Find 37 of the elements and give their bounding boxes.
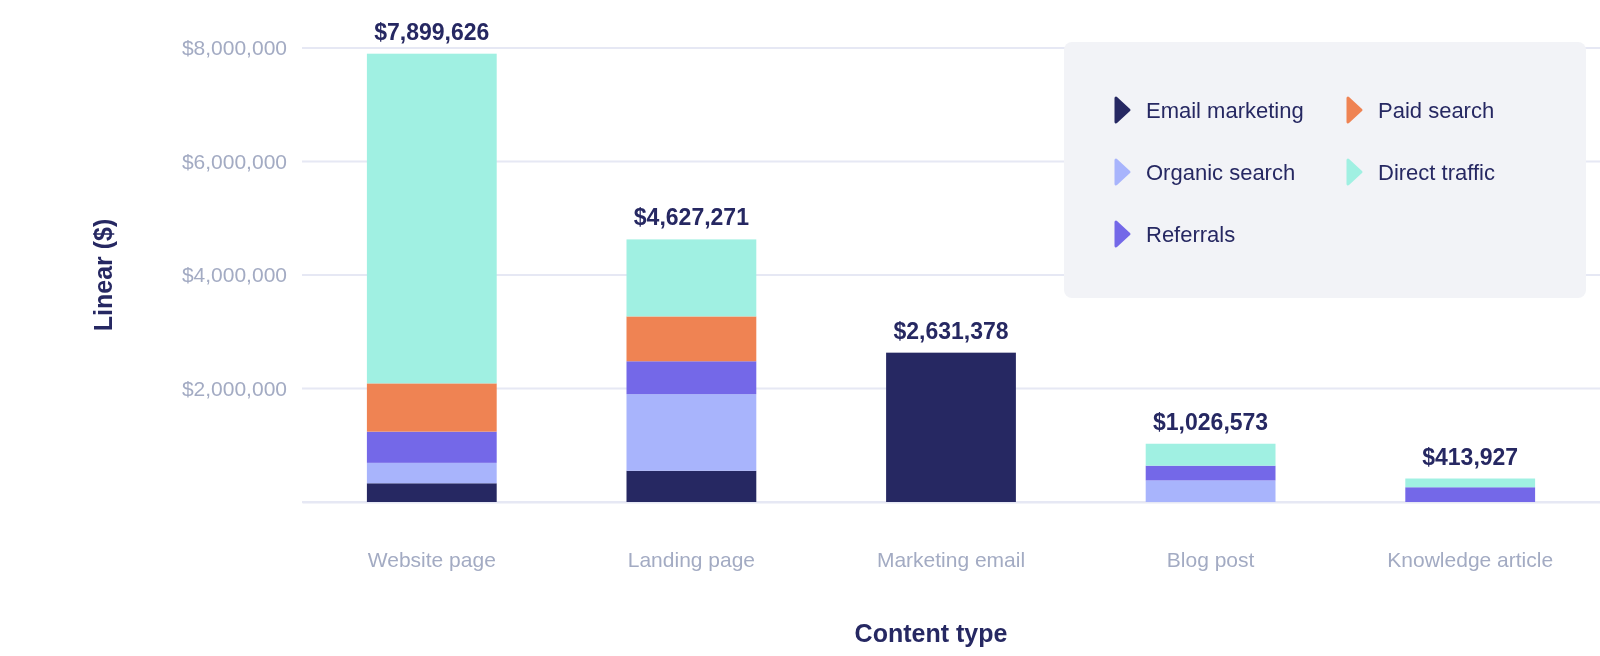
bar [366,483,497,502]
bar [626,239,757,317]
bar [626,470,757,502]
bar [1405,487,1536,502]
x-tick-label: Knowledge article [1387,547,1554,571]
total-label: $2,631,378 [893,317,1009,344]
legend-label: Referrals [1146,222,1236,247]
bar [366,431,497,463]
bar [626,316,757,362]
bar [1145,443,1276,466]
bar [366,462,497,484]
bar [1405,478,1536,488]
legend-label: Direct traffic [1378,160,1495,185]
total-label: $4,627,271 [633,204,750,231]
bar [366,383,497,432]
y-tick-label: $6,000,000 [181,149,287,173]
legend-label: Email marketing [1146,98,1304,123]
y-axis-title: Linear ($) [89,218,117,332]
x-tick-label: Marketing email [876,547,1026,571]
total-label: $413,927 [1422,443,1519,470]
y-tick-label: $4,000,000 [181,263,287,287]
bar [366,53,497,384]
x-tick-label: Landing page [627,547,756,571]
x-tick-label: Blog post [1166,547,1255,571]
bar [626,361,757,395]
bar [1145,480,1276,502]
bar [1145,465,1276,481]
y-tick-label: $2,000,000 [181,376,287,400]
total-label: $7,899,626 [374,18,490,45]
x-tick-label: Website page [367,547,496,571]
legend-label: Organic search [1146,160,1296,185]
total-label: $1,026,573 [1153,408,1269,435]
bar [886,352,1016,502]
legend-label: Paid search [1378,98,1495,123]
y-tick-label: $8,000,000 [181,36,287,60]
bar [626,394,757,471]
x-axis-title: Content type [854,619,1008,647]
